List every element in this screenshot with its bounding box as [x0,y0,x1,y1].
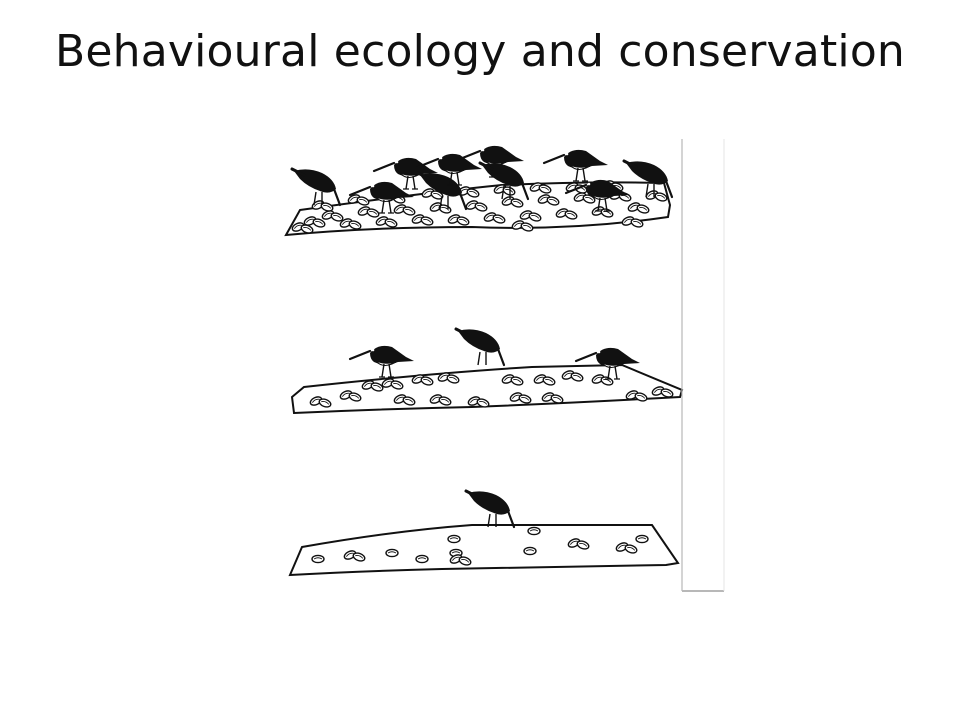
oystercatcher-illustration [272,135,728,595]
panel-medium-density [290,327,684,415]
panel-high-density [284,144,674,237]
slide-title: Behavioural ecology and conservation [54,26,906,77]
panel-low-density [288,489,680,577]
